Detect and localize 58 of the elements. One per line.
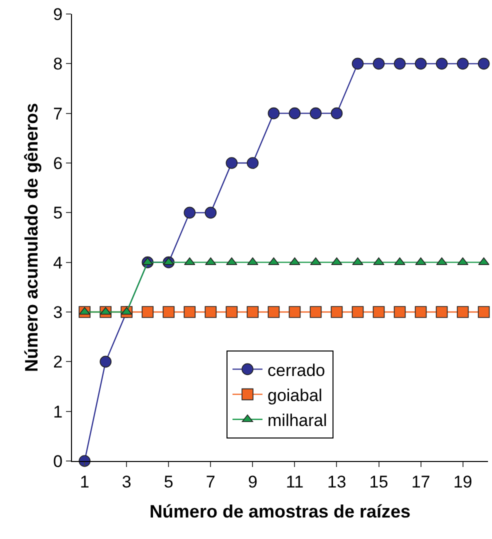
point: [288, 107, 301, 120]
point: [310, 306, 322, 318]
point: [162, 306, 175, 318]
x-tick-label: 9: [248, 472, 258, 492]
point: [288, 306, 301, 318]
legend-label: goiabal: [268, 386, 322, 405]
point: [204, 206, 217, 219]
point: [436, 306, 448, 318]
point: [352, 306, 364, 318]
point: [184, 206, 196, 219]
point: [226, 157, 238, 169]
y-tick-label: 5: [53, 204, 63, 223]
point: [246, 306, 259, 318]
y-tick-label: 9: [53, 4, 63, 24]
point: [142, 306, 154, 318]
point: [478, 306, 490, 318]
point: [330, 107, 343, 120]
point: [268, 107, 280, 120]
y-tick-label: 1: [53, 402, 63, 422]
point: [352, 58, 364, 70]
point: [414, 58, 427, 70]
legend-label: cerrado: [268, 360, 326, 380]
y-tick-label: 6: [53, 154, 63, 173]
y-tick-label: 8: [53, 54, 63, 74]
x-tick-label: 3: [122, 472, 132, 492]
point: [184, 306, 196, 318]
y-tick-label: 0: [53, 452, 63, 471]
point: [330, 306, 343, 318]
point: [394, 58, 406, 70]
point: [268, 306, 280, 318]
point: [414, 306, 427, 318]
x-tick-label: 11: [286, 472, 304, 492]
point: [204, 306, 217, 318]
x-tick-label: 7: [206, 472, 216, 492]
y-axis-title: Número acumulado de gêneros: [21, 102, 42, 372]
x-tick-label: 19: [453, 472, 472, 492]
point: [372, 306, 385, 318]
point: [456, 306, 469, 318]
point: [436, 58, 448, 70]
x-tick-label: 17: [411, 472, 430, 492]
point: [246, 157, 259, 169]
y-tick-label: 7: [53, 104, 63, 124]
y-tick-label: 3: [53, 302, 63, 322]
point: [394, 306, 406, 318]
x-tick-label: 13: [327, 472, 346, 492]
point: [372, 58, 385, 70]
point: [226, 306, 238, 318]
x-tick-label: 1: [80, 472, 90, 492]
x-tick-label: 5: [164, 472, 174, 492]
point: [310, 107, 322, 120]
x-tick-label: 15: [369, 472, 388, 492]
point: [478, 58, 490, 70]
point: [100, 356, 112, 368]
y-tick-label: 2: [53, 352, 63, 372]
y-tick-label: 4: [53, 253, 63, 272]
legend-label: milharal: [268, 411, 328, 430]
point: [456, 58, 469, 70]
x-axis-title: Número de amostras de raízes: [149, 502, 411, 522]
